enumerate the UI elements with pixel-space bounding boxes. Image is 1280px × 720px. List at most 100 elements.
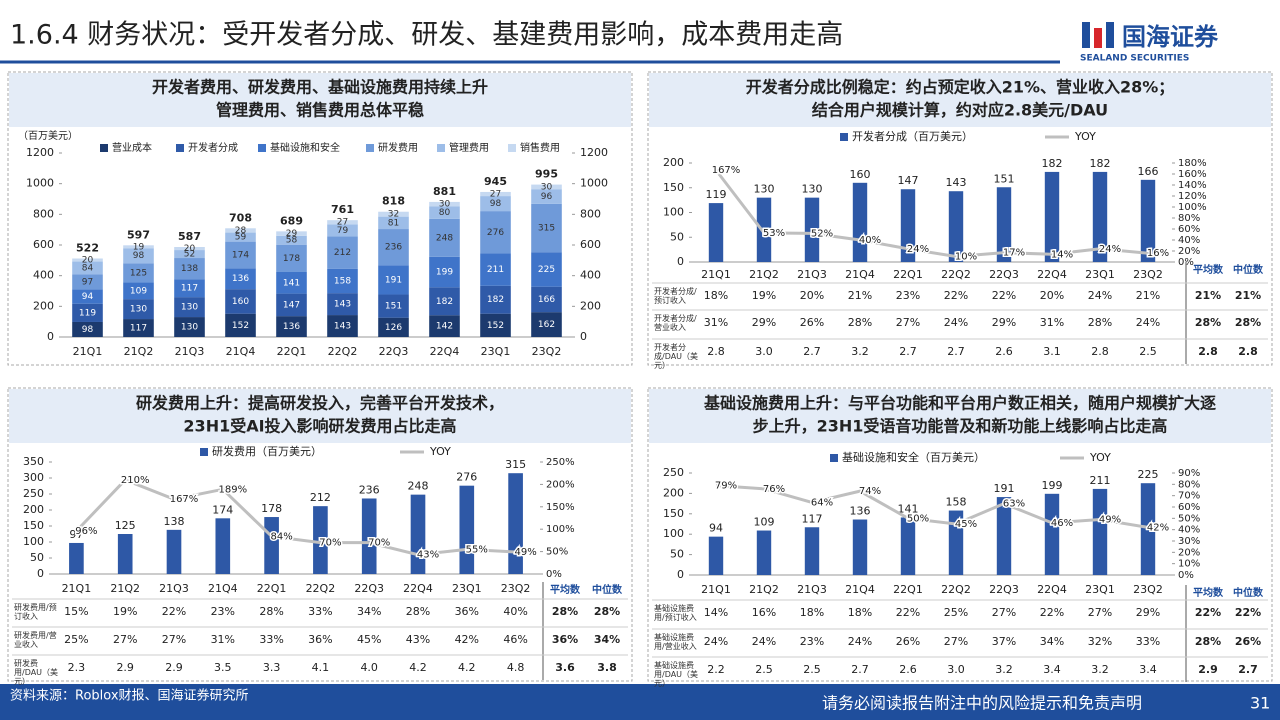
table-summary: 28% bbox=[594, 605, 620, 618]
table-cell: 3.0 bbox=[947, 663, 965, 676]
panel-title: 管理费用、销售费用总体平稳 bbox=[216, 101, 424, 120]
bar bbox=[276, 293, 307, 317]
logo-text: 国海证券 bbox=[1122, 23, 1219, 51]
x-tick-label: 22Q1 bbox=[277, 345, 307, 358]
panel-title-band bbox=[649, 389, 1271, 443]
legend-swatch bbox=[258, 144, 266, 152]
y-tick-label: 150 bbox=[663, 507, 684, 520]
bar bbox=[480, 196, 511, 212]
bar bbox=[900, 517, 916, 575]
y2-tick-label: 200% bbox=[546, 479, 575, 490]
segment-label: 199 bbox=[436, 268, 453, 278]
y-tick-label: 350 bbox=[23, 455, 44, 468]
x-tick-label: 21Q3 bbox=[175, 345, 205, 358]
yoy-label: 84% bbox=[270, 531, 292, 542]
yoy-label: 53% bbox=[763, 228, 785, 239]
segment-label: 79 bbox=[337, 226, 349, 236]
x-tick-label: 21Q3 bbox=[797, 268, 827, 281]
table-cell: 21% bbox=[1136, 289, 1160, 302]
table-cell: 24% bbox=[1088, 289, 1112, 302]
segment-label: 81 bbox=[388, 218, 399, 228]
bar bbox=[361, 498, 377, 574]
bar bbox=[72, 274, 103, 290]
disclaimer: 请务必阅读报告附注中的风险提示和免责声明 bbox=[822, 694, 1142, 713]
segment-label: 143 bbox=[334, 322, 351, 332]
yoy-label: 79% bbox=[715, 480, 737, 491]
bar bbox=[804, 527, 820, 575]
bar bbox=[531, 189, 562, 204]
y2-tick-label: 80% bbox=[1178, 213, 1200, 224]
yoy-label: 167% bbox=[712, 165, 741, 176]
segment-label: 19 bbox=[133, 242, 145, 252]
table-cell: 27% bbox=[162, 633, 186, 646]
bar bbox=[378, 229, 409, 266]
bar bbox=[123, 245, 154, 249]
table-cell: 46% bbox=[503, 633, 527, 646]
y2-tick-label: 20% bbox=[1178, 246, 1200, 257]
x-tick-label: 21Q2 bbox=[749, 583, 779, 596]
panel-title-band bbox=[9, 389, 631, 443]
table-cell: 2.8 bbox=[1091, 345, 1109, 358]
table-cell: 4.8 bbox=[507, 661, 525, 674]
legend-swatch bbox=[437, 144, 445, 152]
legend-label: 管理费用 bbox=[449, 141, 489, 154]
x-tick-label: 22Q2 bbox=[306, 582, 336, 595]
segment-label: 119 bbox=[79, 308, 96, 318]
legend-swatch bbox=[830, 454, 838, 462]
table-cell: 18% bbox=[800, 606, 824, 619]
y-tick-label: 0 bbox=[37, 567, 44, 580]
panel-title: 开发者分成比例稳定：约占预定收入21%、营业收入28%； bbox=[746, 78, 1175, 97]
x-tick-label: 22Q4 bbox=[430, 345, 460, 358]
table-cell: 3.2 bbox=[995, 663, 1013, 676]
yoy-label: 76% bbox=[763, 484, 785, 495]
x-tick-label: 23Q2 bbox=[1133, 268, 1163, 281]
y-tick-label: 150 bbox=[663, 181, 684, 194]
bar bbox=[429, 218, 460, 257]
table-summary: 34% bbox=[594, 633, 620, 646]
bar bbox=[756, 530, 772, 575]
logo-icon bbox=[1082, 22, 1114, 48]
x-tick-label: 22Q2 bbox=[941, 268, 971, 281]
bar bbox=[804, 197, 820, 262]
table-summary: 21% bbox=[1235, 289, 1261, 302]
table-header: 平均数 bbox=[1193, 586, 1224, 599]
x-tick-label: 23Q1 bbox=[1085, 583, 1115, 596]
yoy-label: 24% bbox=[1099, 244, 1121, 255]
segment-label: 182 bbox=[487, 295, 504, 305]
bar bbox=[123, 299, 154, 320]
yoy-label: 40% bbox=[859, 235, 881, 246]
y2-tick-label: 0% bbox=[546, 569, 562, 580]
bar bbox=[480, 313, 511, 337]
page-number: 31 bbox=[1250, 694, 1270, 713]
bar bbox=[123, 248, 154, 264]
y-tick-label: 0 bbox=[677, 568, 684, 581]
bar-label: 138 bbox=[164, 515, 185, 528]
segment-label: 29 bbox=[286, 229, 298, 239]
table-cell: 2.7 bbox=[947, 345, 965, 358]
segment-label: 130 bbox=[181, 303, 198, 313]
bar-label: 199 bbox=[1042, 479, 1063, 492]
table-cell: 28% bbox=[259, 605, 283, 618]
segment-label: 58 bbox=[286, 236, 298, 246]
y2-tick-label: 10% bbox=[1178, 559, 1200, 570]
source-note: 资料来源：Roblox财报、国海证券研究所 bbox=[10, 688, 249, 704]
yoy-label: 55% bbox=[466, 544, 488, 555]
x-tick-label: 23Q2 bbox=[501, 582, 531, 595]
table-cell: 23% bbox=[211, 605, 235, 618]
bar bbox=[166, 529, 182, 574]
table-cell: 33% bbox=[1136, 635, 1160, 648]
table-summary: 28% bbox=[1235, 316, 1261, 329]
bar bbox=[327, 268, 358, 294]
x-tick-label: 21Q4 bbox=[226, 345, 256, 358]
yoy-label: 10% bbox=[955, 252, 977, 263]
table-cell: 4.0 bbox=[360, 661, 378, 674]
x-tick-label: 22Q3 bbox=[989, 583, 1019, 596]
bar bbox=[852, 182, 868, 262]
x-tick-label: 23Q2 bbox=[1133, 583, 1163, 596]
y2-tick-label: 150% bbox=[546, 502, 575, 513]
table-cell: 2.8 bbox=[707, 345, 725, 358]
total-label: 818 bbox=[382, 195, 405, 208]
yoy-label: 52% bbox=[811, 228, 833, 239]
row-label: 基础设施费用/营业收入 bbox=[654, 633, 697, 651]
